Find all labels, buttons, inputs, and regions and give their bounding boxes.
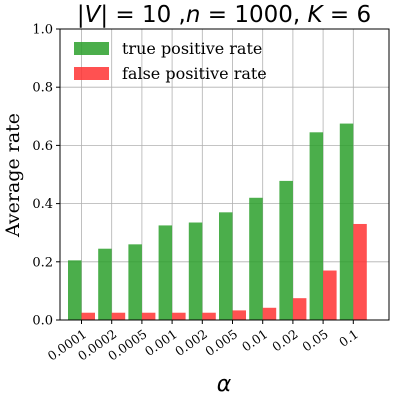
- y-tick-label: 0.8: [32, 81, 53, 96]
- bar-false-positive: [202, 312, 216, 320]
- x-tick-label: 0.005: [202, 326, 240, 359]
- bar-true-positive: [158, 225, 173, 320]
- x-tick-label: 0.1: [336, 326, 361, 350]
- y-tick-label: 0.2: [32, 255, 53, 270]
- bar-true-positive: [339, 123, 354, 320]
- bar-false-positive: [111, 312, 126, 320]
- bar-false-positive: [292, 298, 307, 320]
- y-axis-label: Average rate: [2, 113, 24, 238]
- bar-true-positive: [219, 212, 233, 320]
- bar-false-positive: [262, 307, 277, 320]
- bar-true-positive: [98, 248, 112, 320]
- legend-label: true positive rate: [122, 39, 262, 58]
- x-tick-label: 0.01: [239, 326, 270, 354]
- x-tick-label: 0.001: [142, 326, 180, 359]
- bar-false-positive: [353, 223, 367, 320]
- title-part-v: |V|: [77, 2, 108, 28]
- bar-false-positive: [81, 312, 95, 320]
- x-axis-label: α: [217, 372, 232, 397]
- title-part-eq1: = 10 ,: [108, 2, 186, 28]
- legend: true positive rate false positive rate: [74, 39, 267, 83]
- x-tick-label: 0.02: [269, 326, 300, 354]
- legend-label: false positive rate: [122, 64, 267, 83]
- bar-true-positive: [128, 244, 142, 320]
- title-part-n: n: [186, 2, 201, 28]
- bar-true-positive: [279, 180, 293, 320]
- y-tick-label: 0.4: [32, 197, 53, 212]
- bar-true-positive: [309, 132, 324, 320]
- bar-false-positive: [172, 312, 186, 320]
- bar-false-positive: [141, 312, 156, 320]
- plot-frame: [59, 28, 390, 321]
- bar-true-positive: [68, 260, 82, 320]
- y-tick-label: 0.6: [32, 139, 53, 154]
- title-part-eq2: = 1000,: [200, 2, 307, 28]
- legend-swatch: [74, 67, 109, 80]
- x-tick-label: 0.05: [299, 326, 330, 354]
- legend-swatch: [74, 42, 109, 55]
- bar-true-positive: [188, 222, 203, 320]
- bar-true-positive: [249, 197, 263, 320]
- title-part-k: K: [308, 2, 325, 28]
- bar-false-positive: [232, 310, 246, 320]
- title-part-eq3: = 6: [323, 2, 372, 28]
- chart-title: |V| = 10 ,n = 1000, K = 6: [77, 2, 371, 28]
- bars-layer: [68, 123, 367, 320]
- y-tick-label: 0.0: [32, 314, 53, 329]
- y-tick-label: 1.0: [32, 23, 53, 38]
- x-tick-label: 0.002: [172, 326, 210, 359]
- bar-false-positive: [323, 270, 337, 320]
